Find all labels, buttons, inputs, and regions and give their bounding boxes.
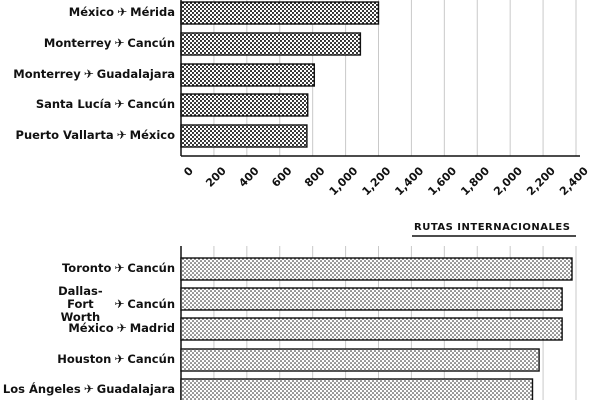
route-origin: Monterrey: [13, 67, 81, 81]
bar: [180, 1, 380, 25]
airplane-icon: ✈: [116, 321, 127, 335]
bottom-chart-bars: [180, 257, 573, 400]
x-tick-label: 1,800: [458, 164, 492, 198]
airplane-icon: ✈: [83, 382, 94, 396]
x-tick-label: 2,200: [524, 164, 558, 198]
top-chart-bars: [180, 1, 380, 148]
x-tick-label: 1,400: [392, 164, 426, 198]
airplane-icon: ✈: [117, 5, 128, 19]
bar: [180, 63, 316, 87]
x-tick-label: 800: [302, 164, 328, 190]
x-tick-label: 2,400: [557, 164, 591, 198]
x-tick-label: 1,000: [327, 164, 361, 198]
route-origin: Houston: [57, 352, 112, 366]
x-tick-label: 1,600: [425, 164, 459, 198]
category-label: Los Ángeles ✈ Guadalajara: [3, 383, 175, 396]
airplane-icon: ✈: [114, 261, 125, 275]
x-tick-label: 1,200: [360, 164, 394, 198]
route-destination: Mérida: [130, 5, 175, 19]
route-destination: Cancún: [127, 97, 175, 111]
bar: [180, 257, 573, 281]
airplane-icon: ✈: [114, 97, 125, 111]
x-tick-label: 200: [203, 164, 229, 190]
route-destination: Cancún: [127, 36, 175, 50]
airplane-icon: ✈: [114, 297, 125, 311]
route-destination: Cancún: [127, 297, 175, 311]
bar: [180, 348, 540, 372]
route-origin: Toronto: [61, 261, 112, 275]
bar: [180, 32, 362, 56]
category-label: Monterrey ✈ Cancún: [44, 37, 175, 50]
route-origin: Los Ángeles: [2, 382, 81, 396]
route-origin: México: [68, 5, 115, 19]
category-label: Dallas-​Fort Worth ✈ Cancún: [49, 285, 175, 324]
airplane-icon: ✈: [83, 67, 94, 81]
airplane-icon: ✈: [116, 128, 127, 142]
route-destination: Madrid: [129, 321, 175, 335]
airplane-icon: ✈: [114, 36, 125, 50]
category-label: Puerto Vallarta ✈ México: [16, 129, 175, 142]
bar: [180, 317, 563, 341]
category-label: Houston ✈ Cancún: [57, 353, 175, 366]
route-destination: Cancún: [127, 261, 175, 275]
category-label: México ✈ Mérida: [69, 6, 175, 19]
route-origin: Dallas-​Fort Worth: [58, 284, 103, 324]
route-destination: Guadalajara: [96, 67, 175, 81]
category-label: México ✈ Madrid: [68, 322, 175, 335]
route-origin: Santa Lucía: [35, 97, 112, 111]
x-tick-label: 400: [236, 164, 262, 190]
route-destination: México: [129, 128, 175, 142]
bar: [180, 124, 308, 148]
route-origin: Puerto Vallarta: [15, 128, 114, 142]
route-destination: Cancún: [127, 352, 175, 366]
route-origin: México: [68, 321, 114, 335]
category-label: Monterrey ✈ Guadalajara: [13, 68, 175, 81]
airplane-icon: ✈: [114, 352, 125, 366]
route-origin: Monterrey: [43, 36, 112, 50]
bar: [180, 287, 563, 311]
x-tick-label: 2,000: [491, 164, 525, 198]
x-tick-label: 600: [269, 164, 295, 190]
x-tick-label: 0: [181, 164, 196, 179]
chart-title: RUTAS INTERNACIONALES: [414, 222, 571, 233]
bar: [180, 378, 534, 400]
bar: [180, 93, 309, 117]
category-label: Santa Lucía ✈ Cancún: [36, 98, 175, 111]
top-chart-grid: [213, 0, 577, 156]
route-destination: Guadalajara: [96, 382, 175, 396]
category-label: Toronto ✈ Cancún: [62, 262, 175, 275]
